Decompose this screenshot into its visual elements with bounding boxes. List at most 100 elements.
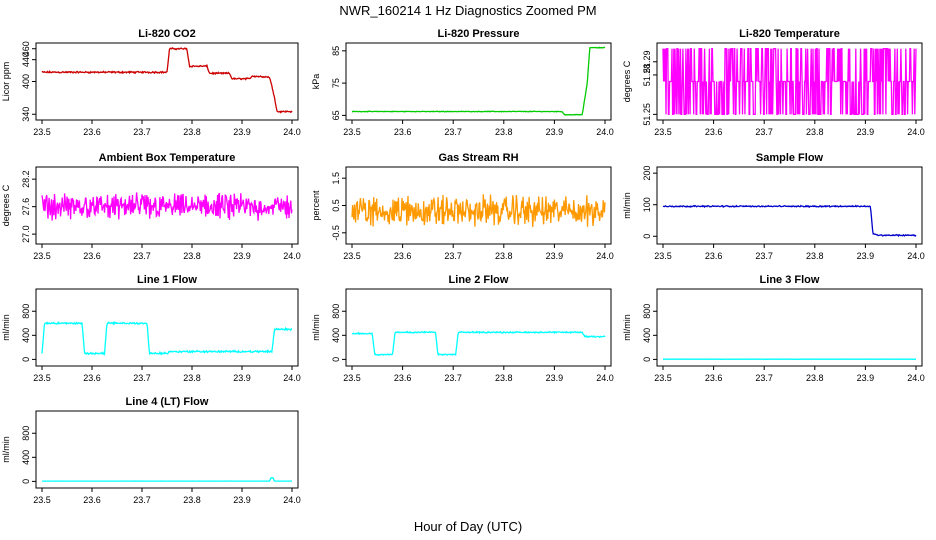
x-tick-label: 24.0 — [907, 373, 925, 383]
y-axis-label: ml/min — [1, 314, 11, 341]
y-axis-label: kPa — [311, 74, 321, 90]
panel-title: Li-820 Temperature — [739, 28, 840, 40]
x-tick-label: 23.9 — [857, 251, 875, 261]
x-tick-label: 23.5 — [654, 251, 672, 261]
y-tick-label: 800 — [21, 426, 31, 441]
x-tick-label: 23.5 — [33, 127, 51, 137]
x-tick-label: 24.0 — [283, 251, 301, 261]
panel-title: Gas Stream RH — [438, 152, 518, 164]
x-tick-label: 23.7 — [444, 251, 462, 261]
y-axis-label: ml/min — [311, 314, 321, 341]
y-tick-label: 51.25 — [642, 103, 652, 126]
panel-line-3-flow: Line 3 Flow ml/min 0 400 800 23.5 23.6 23.7 23.8… — [622, 274, 925, 383]
x-tick-label: 23.5 — [654, 373, 672, 383]
x-tick-label: 23.7 — [755, 127, 773, 137]
y-tick-label: 65 — [331, 110, 341, 120]
x-tick-label: 23.8 — [495, 373, 513, 383]
figure-title: NWR_160214 1 Hz Diagnostics Zoomed PM — [339, 3, 596, 18]
panel-ambient-box-temperature: Ambient Box Temperature degrees C 27.0 27.6… — [1, 152, 301, 261]
x-tick-label: 23.8 — [806, 251, 824, 261]
y-tick-label: 400 — [21, 450, 31, 465]
x-tick-label: 24.0 — [907, 251, 925, 261]
plot-frame — [345, 42, 612, 121]
y-tick-label: 340 — [21, 107, 31, 122]
panel-li-820-temperature: Li-820 Temperature degrees C 51.25 51.2851.… — [622, 28, 925, 137]
y-tick-label: 51.29 — [642, 51, 652, 74]
x-tick-label: 23.7 — [444, 127, 462, 137]
x-tick-label: 23.5 — [33, 495, 51, 505]
y-tick-label: 460 — [21, 41, 31, 56]
panel-title: Ambient Box Temperature — [99, 152, 236, 164]
x-tick-label: 23.7 — [133, 373, 151, 383]
series-line — [41, 192, 293, 221]
plot-frame — [35, 166, 299, 245]
x-tick-label: 23.9 — [546, 373, 564, 383]
y-axis-label: ml/min — [1, 436, 11, 463]
x-tick-label: 23.8 — [183, 373, 201, 383]
y-tick-label: 0.5 — [331, 199, 341, 212]
x-tick-label: 24.0 — [283, 127, 301, 137]
y-tick-label: 0 — [21, 479, 31, 484]
x-tick-label: 24.0 — [283, 495, 301, 505]
x-tick-label: 23.6 — [83, 127, 101, 137]
x-tick-label: 23.5 — [33, 251, 51, 261]
x-tick-label: 23.9 — [546, 127, 564, 137]
series-line — [41, 476, 293, 482]
x-tick-label: 23.9 — [233, 251, 251, 261]
y-tick-label: 800 — [642, 304, 652, 319]
x-tick-label: 23.8 — [495, 127, 513, 137]
x-tick-label: 23.8 — [183, 495, 201, 505]
y-tick-label: 100 — [642, 197, 652, 212]
y-tick-label: 400 — [331, 328, 341, 343]
x-tick-label: 23.8 — [806, 127, 824, 137]
y-axis-label: ml/min — [622, 314, 632, 341]
plot-frame — [656, 166, 923, 245]
x-tick-label: 23.7 — [444, 373, 462, 383]
x-tick-label: 23.6 — [394, 127, 412, 137]
series-line — [41, 46, 293, 114]
panel-title: Sample Flow — [756, 152, 824, 164]
x-tick-label: 23.7 — [133, 251, 151, 261]
panel-title: Line 1 Flow — [137, 274, 197, 286]
series-line — [662, 204, 917, 238]
x-tick-label: 23.5 — [343, 251, 361, 261]
x-tick-label: 23.5 — [654, 127, 672, 137]
plot-frame — [35, 410, 299, 489]
x-tick-label: 23.7 — [133, 127, 151, 137]
x-tick-label: 23.6 — [705, 127, 723, 137]
x-tick-label: 23.9 — [546, 251, 564, 261]
panel-title: Line 4 (LT) Flow — [126, 396, 209, 408]
x-tick-label: 23.8 — [806, 373, 824, 383]
x-tick-label: 23.8 — [183, 127, 201, 137]
y-tick-label: 400 — [642, 328, 652, 343]
y-tick-label: 0 — [331, 357, 341, 362]
panel-gas-stream-rh: Gas Stream RH percent -0.5 0.5 1.5 23.5 23.6 23… — [311, 152, 614, 261]
x-tick-label: 24.0 — [283, 373, 301, 383]
x-tick-label: 23.6 — [394, 373, 412, 383]
x-tick-label: 23.6 — [83, 495, 101, 505]
panel-line-2-flow: Line 2 Flow ml/min 0 400 800 23.5 23.6 23.7 23.8… — [311, 274, 614, 383]
y-tick-label: 51.28 — [642, 64, 652, 87]
x-tick-label: 23.6 — [705, 251, 723, 261]
x-tick-label: 23.6 — [705, 373, 723, 383]
plot-frame — [656, 42, 923, 121]
x-tick-label: 23.9 — [233, 495, 251, 505]
x-tick-label: 23.8 — [495, 251, 513, 261]
x-tick-label: 23.5 — [33, 373, 51, 383]
y-tick-label: 27.0 — [21, 225, 31, 243]
x-tick-label: 23.7 — [755, 251, 773, 261]
panel-title: Line 3 Flow — [760, 274, 820, 286]
y-tick-label: 400 — [21, 328, 31, 343]
y-axis-label: percent — [311, 190, 321, 221]
series-line — [41, 320, 292, 356]
y-axis-label: degrees C — [1, 184, 11, 226]
panel-line-4-lt-flow: Line 4 (LT) Flow ml/min 0 400 800 23.5 23.6 23.… — [1, 396, 301, 505]
x-tick-label: 23.8 — [183, 251, 201, 261]
plot-frame — [35, 288, 299, 367]
x-tick-label: 23.5 — [343, 127, 361, 137]
panel-title: Li-820 Pressure — [438, 28, 520, 40]
x-axis-label: Hour of Day (UTC) — [414, 519, 522, 534]
